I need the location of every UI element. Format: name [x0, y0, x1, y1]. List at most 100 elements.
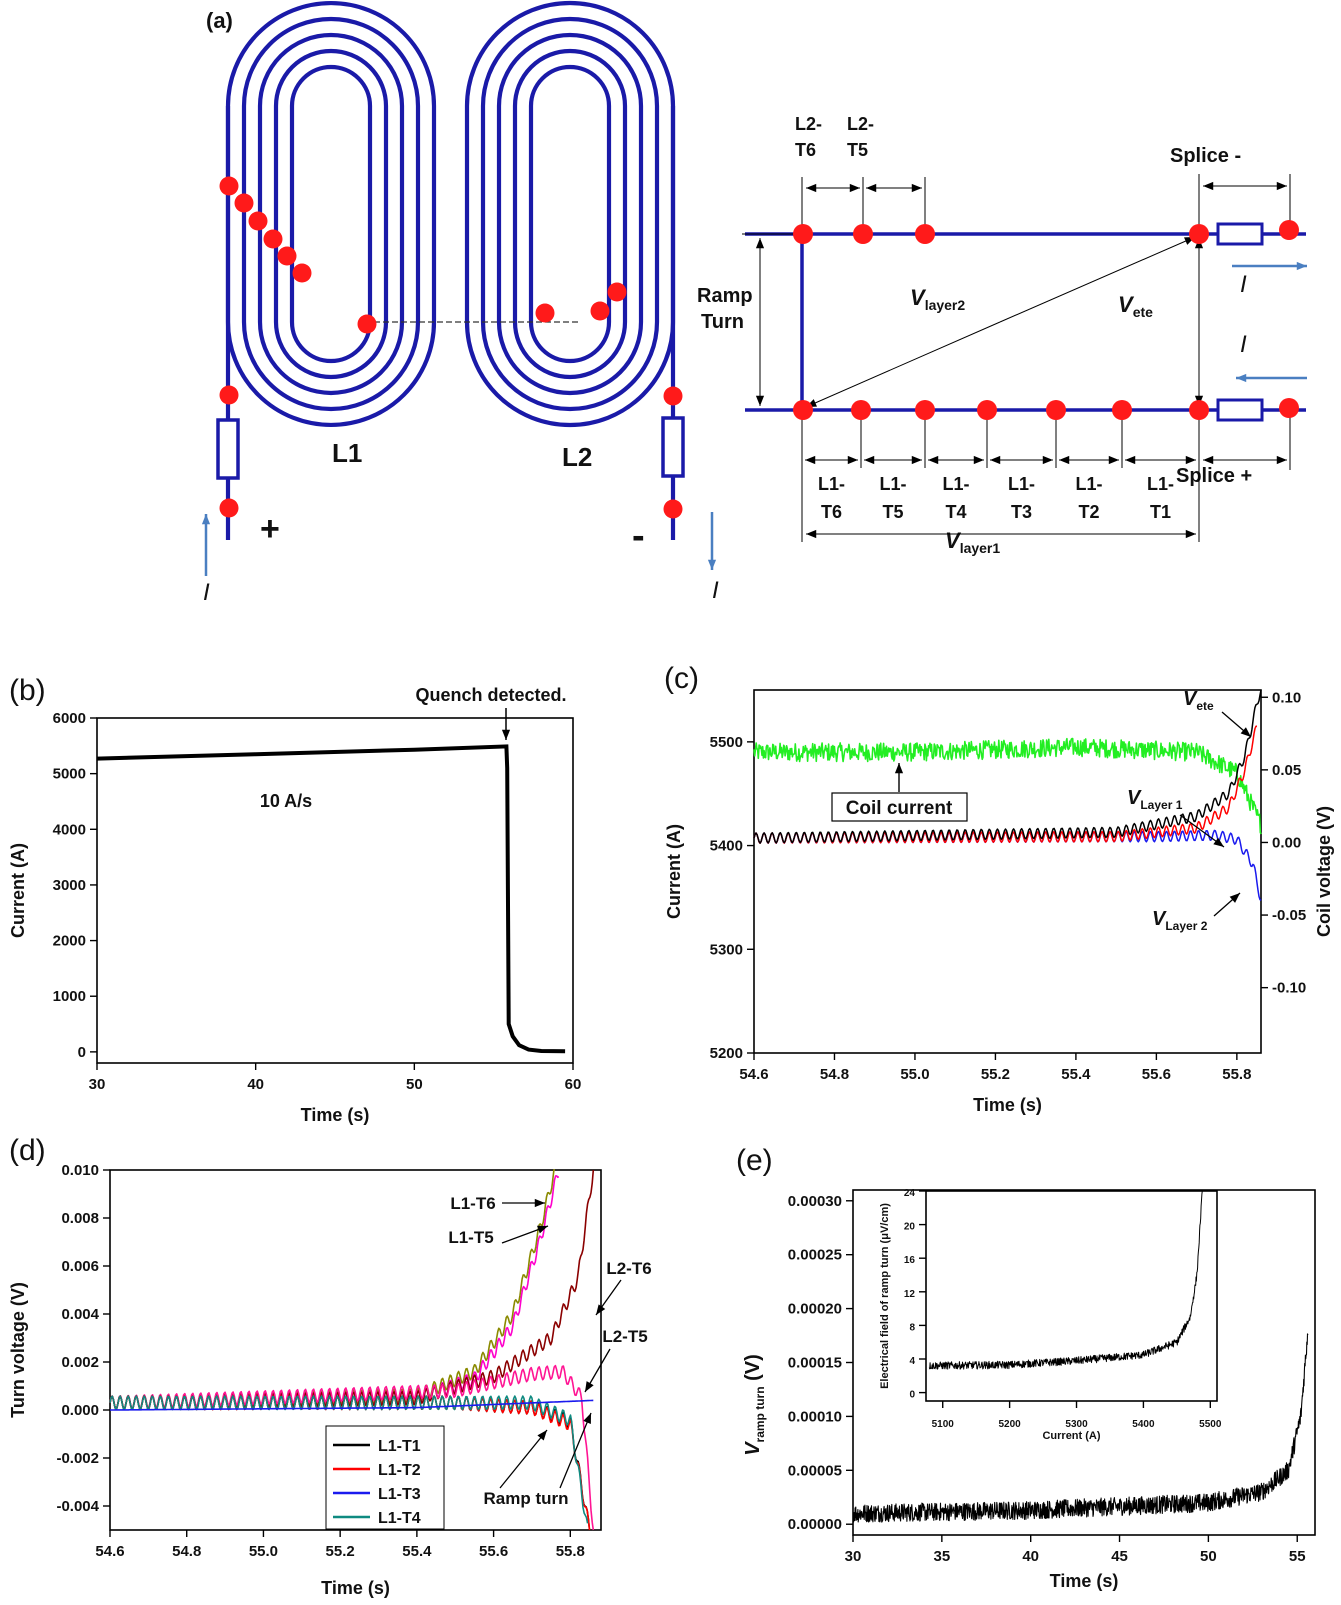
c-v-ete-arrow-head [1240, 727, 1251, 737]
voltage-tap-node-7 [357, 314, 377, 334]
seg-bottom-3-line2: T3 [1011, 502, 1032, 522]
panel-a-coil-diagram: (a) L1 L2 + - I I L2- T5 L2- T6 Splice -… [201, 0, 1307, 606]
panel-a-label: (a) [206, 8, 233, 33]
panel-d-turn-voltage: 54.6 54.8 55.0 55.2 55.4 55.6 55.8 -0.004 -0.002… [8, 1134, 652, 1598]
current-arrow-down-head [707, 559, 717, 570]
c-series-coil-current [753, 737, 1262, 835]
voltage-tap-node-10 [535, 303, 555, 323]
d-legend-label-3: L1-T4 [378, 1510, 421, 1527]
e-inset-xlabel: Current (A) [1042, 1430, 1100, 1442]
e-series-ramp-turn [852, 1333, 1309, 1523]
dim-bottom-4-left-head [1059, 455, 1070, 465]
d-ytick-label-7: 0.010 [61, 1162, 99, 1179]
v-layer2-main: V [910, 285, 927, 310]
d-legend-label-0: L1-T1 [378, 1438, 421, 1455]
c-annotation-v-layer2: VLayer 2 [1152, 908, 1208, 933]
l1-coil-turn-3 [257, 32, 405, 396]
d-annotation-ramp-turn: Ramp turn [484, 1489, 569, 1508]
schematic-node-11 [1112, 400, 1132, 420]
b-ytick-label-2: 2000 [53, 933, 86, 950]
voltage-tap-node-12 [607, 282, 627, 302]
plot-frame [109, 1169, 602, 1531]
plot-frame [753, 689, 1262, 1054]
l2-coil-turn-2 [480, 16, 660, 412]
current-arrow-up-head [201, 514, 211, 525]
e-inset-xtick-label-3: 5400 [1132, 1419, 1155, 1430]
d-annotation-l2-t6: L2-T6 [606, 1259, 651, 1278]
d-ytick-label-6: 0.008 [61, 1210, 99, 1227]
splice-plus-label: Splice + [1176, 465, 1252, 487]
schematic-node-9 [977, 400, 997, 420]
v-ete-label: Vete [1118, 292, 1153, 320]
d-annotation-l2-t5: L2-T5 [602, 1327, 647, 1346]
dim-bottom-0-right-head [847, 455, 858, 465]
c-xtick-label-5: 55.6 [1142, 1066, 1171, 1083]
seg-top-0-line2: T6 [795, 140, 816, 160]
c-ytick-label-1: 5300 [710, 941, 743, 958]
b-ytick-label-1: 1000 [53, 988, 86, 1005]
d-l1t6-arrow-head [534, 1198, 545, 1208]
seg-bottom-0-line1: L1- [818, 474, 845, 494]
schematic-splice-bottom [1216, 398, 1264, 422]
dim-ramp-up-head [755, 238, 765, 249]
b-ylabel: Current (A) [8, 843, 28, 938]
dim-splice-top-left-head [1203, 181, 1214, 191]
c-coil-current-arrow-head [894, 763, 904, 774]
c-xtick-label-3: 55.2 [981, 1066, 1010, 1083]
d-legend: L1-T1 L1-T2 L1-T3 L1-T4 [325, 1425, 445, 1530]
schematic-splice-top [1216, 222, 1264, 246]
e-inset-ytick-label-4: 16 [904, 1255, 916, 1266]
e-inset-ytick-label-3: 12 [904, 1289, 916, 1300]
e-xtick-label-0: 30 [845, 1548, 862, 1565]
panel-e-ramp-turn-voltage: 30 35 40 45 50 550.000000.000050.000100.00015… [736, 1144, 1316, 1591]
c-ytick-label-3: 5500 [710, 734, 743, 751]
c-xtick-label-1: 54.8 [820, 1066, 849, 1083]
e-xtick-label-1: 35 [934, 1548, 951, 1565]
l1-coil-turn-1 [225, 0, 437, 428]
b-panel-label: (b) [9, 674, 46, 707]
c-annotation-v-layer2-main: V [1152, 908, 1167, 930]
c-annotation-v-layer1-main: V [1127, 787, 1142, 809]
e-xtick-label-4: 50 [1200, 1548, 1217, 1565]
e-inset-ytick-label-2: 8 [909, 1322, 915, 1333]
dim-vlayer1-right-head [1185, 529, 1196, 539]
dim-bottom-5-right-head [1185, 455, 1196, 465]
dim-bottom-3-right-head [1042, 455, 1053, 465]
voltage-tap-node-3 [248, 211, 268, 231]
e-ylabel-sub: ramp turn [753, 1386, 767, 1442]
b-ytick-label-3: 3000 [53, 877, 86, 894]
schematic-node-6 [793, 400, 813, 420]
v-layer2-label: Vlayer2 [910, 285, 965, 313]
voltage-tap-node-2 [234, 193, 254, 213]
d-panel-label: (d) [9, 1134, 46, 1167]
c-xtick-label-2: 55.0 [900, 1066, 929, 1083]
e-ytick-label-6: 0.00030 [788, 1193, 842, 1210]
seg-bottom-2-line1: L1- [943, 474, 970, 494]
l2-coil-turn-5 [528, 64, 612, 364]
panel-c-current-and-voltage: 54.6 54.8 55.0 55.2 55.4 55.6 55.8 5200 5300 5400… [664, 662, 1334, 1115]
seg-bottom-5-line1: L1- [1147, 474, 1174, 494]
d-ramp-arrow-1 [499, 1429, 548, 1489]
e-inset-ylabel: Electrical field of ramp turn (μV/cm) [879, 1203, 891, 1389]
d-xtick-label-1: 54.8 [172, 1543, 201, 1560]
seg-top-1-line1: L2- [847, 114, 874, 134]
dim-vlayer1-left-head [806, 529, 817, 539]
c-panel-label: (c) [664, 662, 699, 695]
d-legend-label-2: L1-T3 [378, 1486, 421, 1503]
d-annotation-l1-t5: L1-T5 [448, 1228, 493, 1247]
c-y2tick-label-0: -0.10 [1272, 980, 1306, 997]
schematic-node-10 [1046, 400, 1066, 420]
d-l2t6-arrow-head [596, 1304, 606, 1315]
dim-bottom-2-right-head [973, 455, 984, 465]
schematic-current-bottom: I [1240, 331, 1247, 358]
d-ramp-arrow-2-head [583, 1413, 591, 1424]
d-xlabel: Time (s) [321, 1578, 390, 1598]
voltage-tap-schematic: L2- T5 L2- T6 Splice - Splice + Ramp Tur… [697, 114, 1307, 556]
panel-b-current-vs-time: 30 40 50 60 0 1000 2000 3000 4000 5000 6000 (b) Time… [8, 674, 581, 1125]
ramp-turn-label-line2: Turn [701, 311, 744, 333]
e-ytick-label-5: 0.00025 [788, 1247, 842, 1264]
voltage-tap-node-9 [219, 498, 239, 518]
b-ytick-label-4: 4000 [53, 821, 86, 838]
b-xtick-label-1: 40 [247, 1076, 264, 1093]
schematic-node-12 [1189, 400, 1209, 420]
